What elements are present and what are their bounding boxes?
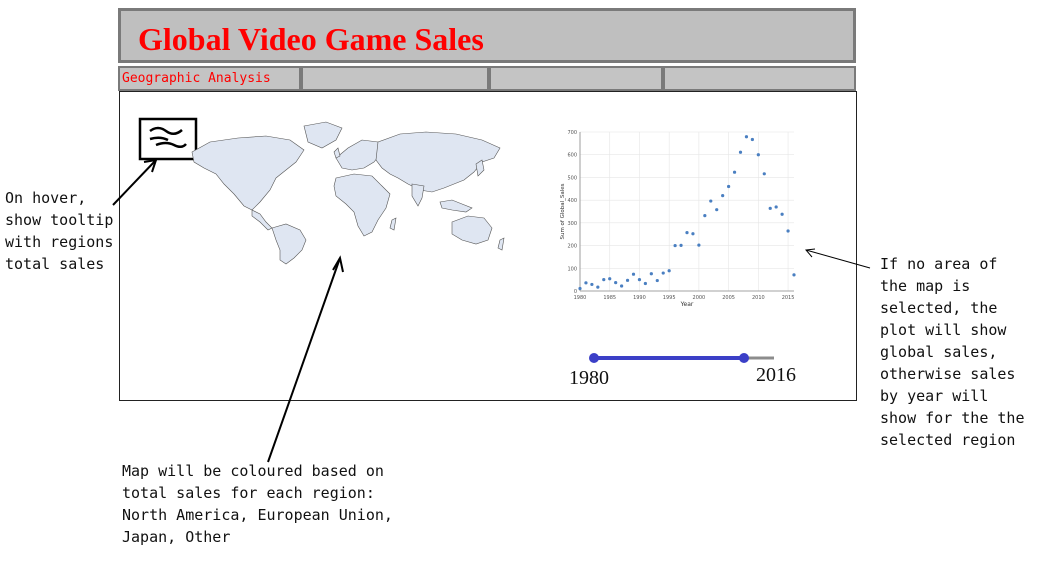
- data-point[interactable]: [620, 284, 624, 288]
- data-point[interactable]: [643, 281, 647, 286]
- slider-min-label: 1980: [569, 367, 609, 389]
- x-tick-label: 2005: [722, 295, 735, 301]
- slider-start-handle[interactable]: [589, 353, 599, 363]
- data-point[interactable]: [792, 273, 796, 277]
- data-point[interactable]: [732, 170, 737, 174]
- data-point[interactable]: [750, 137, 754, 142]
- data-point[interactable]: [768, 206, 772, 210]
- data-point[interactable]: [727, 184, 731, 189]
- map-region-south-america: [271, 223, 307, 265]
- arrow-plot-head: [805, 248, 816, 258]
- tab-4[interactable]: [663, 66, 856, 91]
- data-point[interactable]: [608, 277, 612, 281]
- y-tick-label: 700: [567, 130, 577, 136]
- y-tick-label: 600: [567, 153, 577, 159]
- map-region-se-asia: [439, 199, 473, 213]
- data-point[interactable]: [685, 231, 689, 235]
- title-bar: Global Video Game Sales: [118, 8, 856, 63]
- data-point[interactable]: [738, 150, 743, 154]
- year-range-slider[interactable]: [586, 350, 782, 368]
- data-point[interactable]: [780, 212, 784, 216]
- map-region-japan: [475, 159, 485, 177]
- data-point[interactable]: [631, 272, 636, 276]
- data-point[interactable]: [756, 153, 760, 157]
- data-point[interactable]: [673, 243, 677, 248]
- annotation-plot: If no area of the map is selected, the p…: [880, 255, 1025, 449]
- data-point[interactable]: [744, 135, 749, 139]
- map-region-uk: [333, 147, 341, 159]
- data-point[interactable]: [614, 280, 618, 285]
- world-map[interactable]: [186, 118, 506, 268]
- data-point[interactable]: [590, 282, 594, 287]
- data-point[interactable]: [715, 208, 719, 212]
- data-point[interactable]: [691, 232, 695, 236]
- tab-3[interactable]: [489, 66, 663, 91]
- x-tick-label: 2000: [693, 295, 706, 301]
- data-point[interactable]: [679, 243, 683, 247]
- map-region-asia: [375, 131, 501, 193]
- data-point[interactable]: [584, 281, 588, 285]
- map-region-central-america: [251, 209, 273, 231]
- arrow-map-head: [332, 255, 344, 273]
- map-region-new-zealand: [497, 237, 505, 251]
- data-point[interactable]: [786, 229, 790, 233]
- data-point[interactable]: [578, 286, 582, 291]
- y-tick-label: 500: [567, 175, 577, 181]
- map-region-greenland: [303, 121, 343, 149]
- sales-scatter-plot[interactable]: 0 100 200 300 400 500 600 700 1980 1985 1990 1995 20…: [556, 126, 801, 316]
- x-tick-label: 1980: [574, 295, 587, 301]
- slider-max-label: 2016: [756, 364, 796, 386]
- data-point[interactable]: [649, 272, 653, 276]
- data-point[interactable]: [625, 278, 630, 282]
- x-tick-label: 1985: [603, 295, 616, 301]
- arrow-hover: [112, 159, 157, 206]
- map-region-north-america: [191, 135, 305, 211]
- chart-points: [578, 135, 796, 291]
- x-tick-label: 2015: [782, 295, 795, 301]
- map-region-india: [411, 183, 425, 207]
- tooltip-sketch-icon: [138, 117, 198, 161]
- data-point[interactable]: [721, 194, 725, 198]
- data-point[interactable]: [637, 278, 642, 282]
- annotation-hover: On hover, show tooltip with regions tota…: [5, 189, 114, 273]
- map-region-australia: [451, 215, 493, 245]
- y-tick-label: 200: [567, 244, 577, 250]
- slider-end-handle[interactable]: [739, 353, 749, 363]
- data-point[interactable]: [774, 205, 778, 209]
- data-point[interactable]: [667, 269, 671, 273]
- y-axis-label: Sum of Global_Sales: [560, 183, 566, 239]
- y-tick-label: 300: [567, 221, 577, 227]
- tab-bar: Geographic Analysis: [118, 66, 856, 91]
- annotation-map: Map will be coloured based on total sale…: [122, 462, 393, 546]
- tab-geographic-analysis[interactable]: Geographic Analysis: [118, 66, 301, 91]
- page-title: Global Video Game Sales: [138, 21, 484, 57]
- data-point[interactable]: [596, 285, 600, 289]
- y-tick-label: 100: [567, 266, 577, 272]
- data-point[interactable]: [697, 243, 701, 247]
- data-point[interactable]: [655, 278, 659, 283]
- data-point[interactable]: [762, 172, 766, 176]
- x-tick-label: 1995: [663, 295, 676, 301]
- data-point[interactable]: [703, 213, 707, 218]
- x-tick-label: 2010: [752, 295, 765, 301]
- chart-axes: 0 100 200 300 400 500 600 700 1980 1985 1990 1995 20…: [567, 130, 794, 301]
- map-region-africa: [333, 173, 391, 237]
- data-point[interactable]: [709, 199, 713, 203]
- y-tick-label: 400: [567, 198, 577, 204]
- x-tick-label: 1990: [633, 295, 646, 301]
- arrow-map: [267, 257, 341, 463]
- data-point[interactable]: [602, 278, 606, 282]
- tab-2[interactable]: [301, 66, 489, 91]
- y-tick-label: 0: [574, 289, 577, 295]
- x-axis-label: Year: [680, 301, 694, 308]
- data-point[interactable]: [661, 271, 665, 275]
- arrow-plot: [805, 249, 871, 269]
- arrow-hover-head: [143, 158, 158, 173]
- map-region-madagascar: [389, 217, 397, 231]
